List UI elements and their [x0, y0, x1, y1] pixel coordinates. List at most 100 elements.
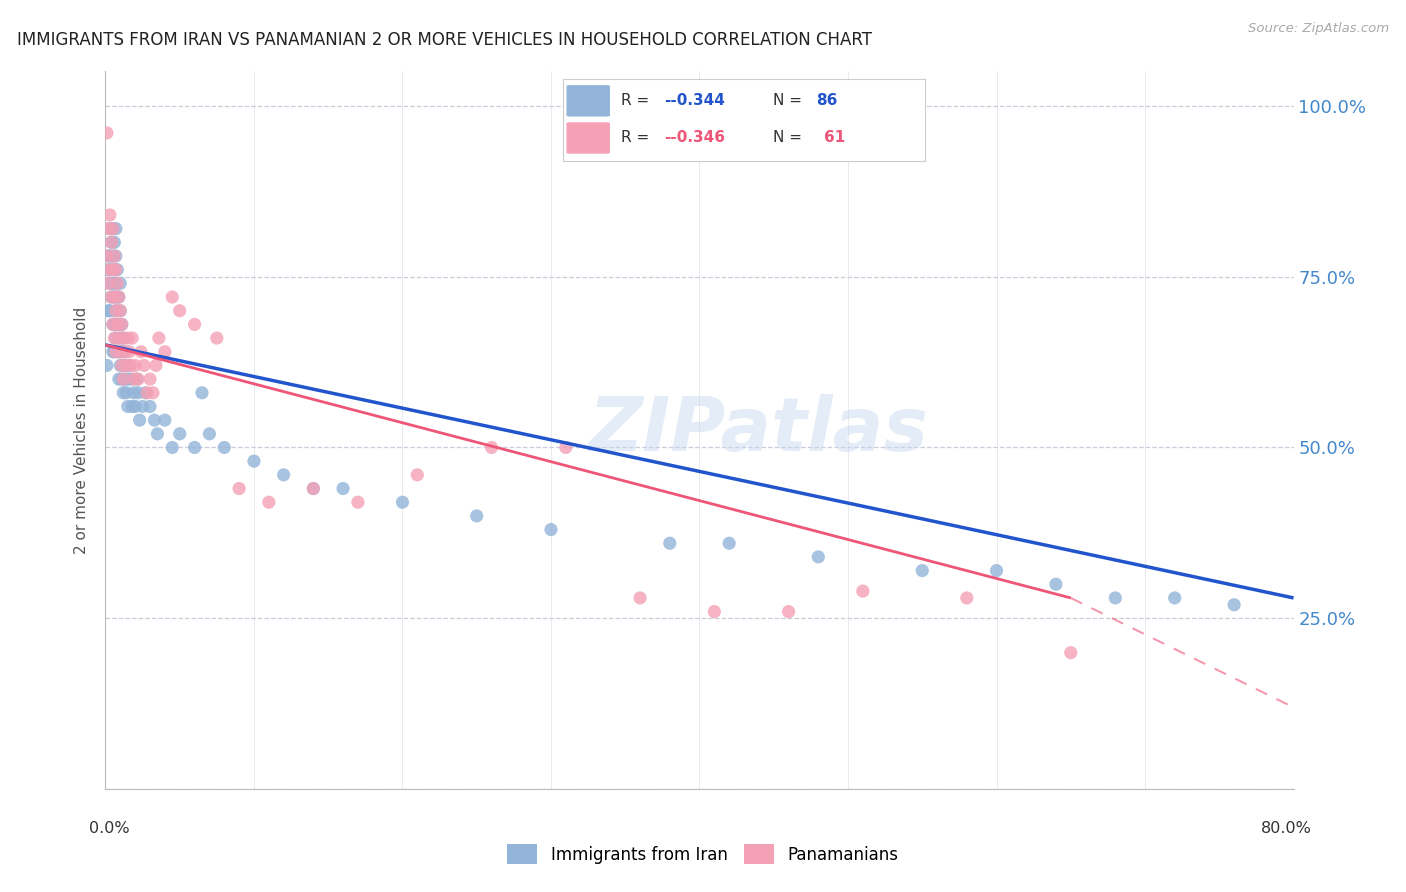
Point [103, 344, 125, 359]
Point [169, 303, 191, 318]
Point [110, 303, 132, 318]
Point [198, 426, 221, 441]
Point [146, 426, 169, 441]
Point [540, 523, 562, 537]
Point [127, 385, 149, 400]
Point [110, 344, 132, 359]
Point [98, 277, 121, 291]
Point [103, 290, 125, 304]
Legend: Immigrants from Iran, Panamanians: Immigrants from Iran, Panamanians [501, 838, 905, 871]
Point [111, 359, 134, 373]
Y-axis label: 2 or more Vehicles in Household: 2 or more Vehicles in Household [75, 307, 90, 554]
Point [103, 235, 125, 250]
Point [257, 495, 280, 509]
Text: ZIPatlas: ZIPatlas [589, 394, 929, 467]
Point [145, 359, 167, 373]
Point [108, 372, 131, 386]
Point [98, 249, 121, 263]
Point [128, 413, 150, 427]
Point [108, 290, 131, 304]
Point [124, 359, 146, 373]
Point [124, 400, 146, 414]
Point [118, 344, 141, 359]
Point [114, 372, 136, 386]
Point [105, 277, 128, 291]
Point [1164, 591, 1187, 605]
Point [628, 591, 651, 605]
Point [100, 235, 122, 250]
Point [122, 385, 145, 400]
Point [103, 318, 125, 332]
Point [131, 400, 153, 414]
Point [162, 290, 184, 304]
Point [169, 426, 191, 441]
Point [96, 126, 118, 140]
Point [111, 372, 134, 386]
Text: IMMIGRANTS FROM IRAN VS PANAMANIAN 2 OR MORE VEHICLES IN HOUSEHOLD CORRELATION C: IMMIGRANTS FROM IRAN VS PANAMANIAN 2 OR … [17, 31, 872, 49]
Point [143, 413, 166, 427]
Point [108, 331, 131, 345]
Point [183, 441, 205, 455]
Point [97, 249, 120, 263]
Point [115, 359, 138, 373]
Point [103, 331, 125, 345]
Point [98, 303, 121, 318]
Point [112, 372, 135, 386]
Point [101, 344, 124, 359]
Point [101, 277, 124, 291]
Point [112, 385, 135, 400]
Point [108, 344, 131, 359]
Point [97, 277, 120, 291]
Point [105, 344, 128, 359]
Point [243, 454, 266, 468]
Point [205, 331, 228, 345]
Point [117, 372, 139, 386]
Point [142, 385, 165, 400]
Text: 80.0%: 80.0% [1261, 822, 1312, 836]
Point [658, 536, 681, 550]
Point [98, 262, 121, 277]
Point [122, 372, 145, 386]
Point [115, 359, 138, 373]
Point [114, 344, 136, 359]
Point [104, 303, 127, 318]
Point [114, 344, 136, 359]
Point [153, 344, 176, 359]
Point [97, 221, 120, 235]
Point [96, 359, 118, 373]
Point [139, 400, 162, 414]
Point [101, 221, 124, 235]
Point [127, 372, 149, 386]
Point [332, 482, 354, 496]
Point [554, 441, 576, 455]
Point [101, 318, 124, 332]
Point [111, 318, 134, 332]
Point [481, 441, 503, 455]
Point [302, 482, 325, 496]
Point [148, 331, 170, 345]
Point [132, 359, 155, 373]
Point [100, 290, 122, 304]
Point [465, 508, 488, 523]
Point [105, 318, 128, 332]
Point [703, 605, 725, 619]
Point [117, 331, 139, 345]
Point [1045, 577, 1067, 591]
Text: Source: ZipAtlas.com: Source: ZipAtlas.com [1249, 22, 1389, 36]
Point [129, 344, 152, 359]
Point [103, 249, 125, 263]
Point [110, 277, 132, 291]
Point [153, 413, 176, 427]
Text: 0.0%: 0.0% [90, 822, 129, 836]
Point [104, 303, 127, 318]
Point [807, 549, 830, 564]
Point [852, 584, 875, 599]
Point [108, 318, 131, 332]
Point [1060, 646, 1083, 660]
Point [104, 331, 127, 345]
Point [1223, 598, 1246, 612]
Point [162, 441, 184, 455]
Point [125, 372, 148, 386]
Point [105, 290, 128, 304]
Point [97, 262, 120, 277]
